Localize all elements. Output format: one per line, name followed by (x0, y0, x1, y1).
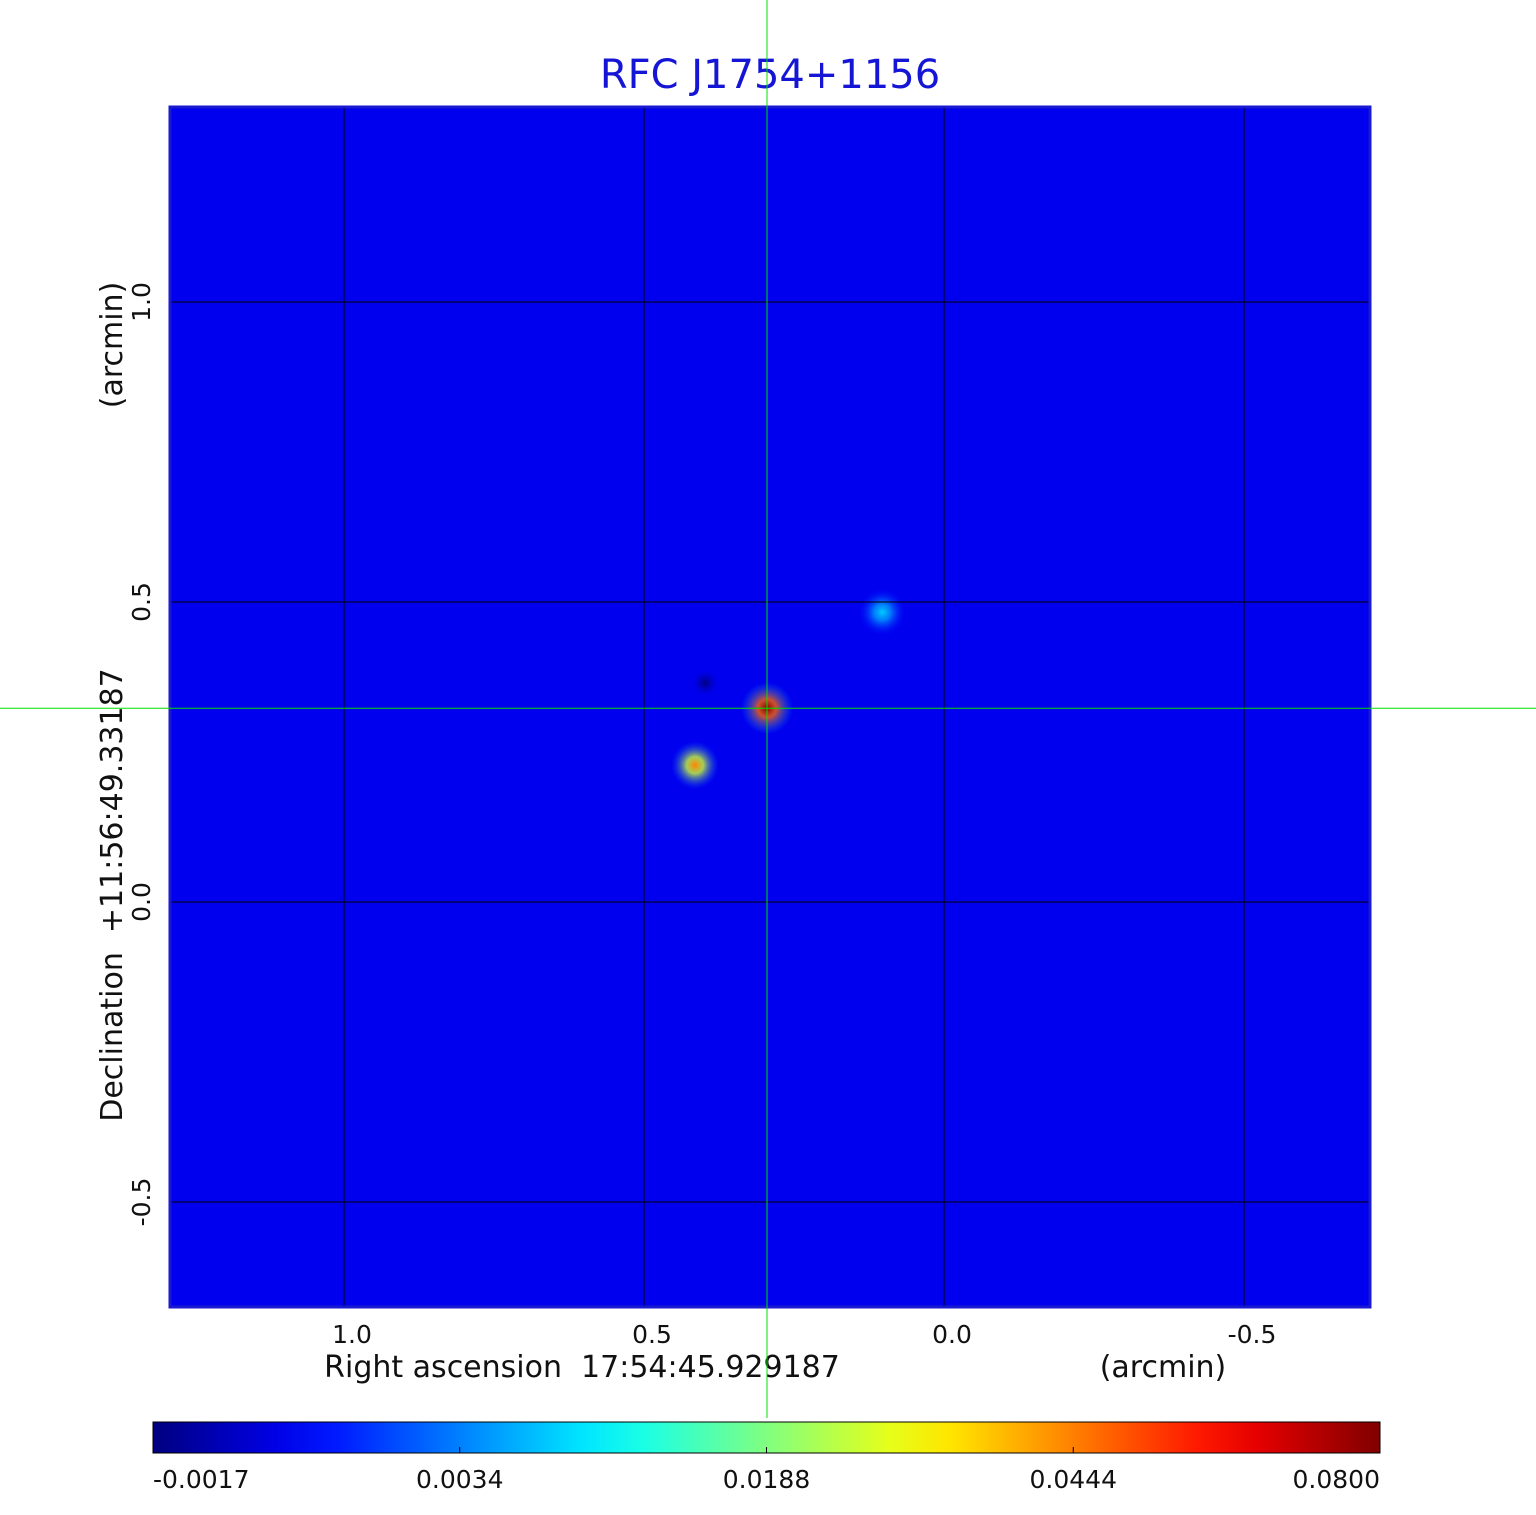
colorbar-tick-label: -0.0017 (153, 1465, 250, 1494)
y-tick-label: 0.0 (127, 882, 156, 922)
colorbar-tick-label: 0.0800 (1293, 1465, 1380, 1494)
plot-frame (168, 105, 1372, 1309)
colorbar-tick-label: 0.0034 (416, 1465, 503, 1494)
y-axis-label: Declination +11:56:49.33187 (95, 668, 130, 1122)
y-axis-unit: (arcmin) (95, 282, 130, 409)
x-tick-label: 1.0 (332, 1320, 372, 1349)
y-tick-label: 0.5 (127, 582, 156, 622)
colorbar-tick-label: 0.0444 (1030, 1465, 1117, 1494)
colorbar-tick-label: 0.0188 (723, 1465, 810, 1494)
y-tick-label: 1.0 (127, 282, 156, 322)
source (671, 741, 719, 790)
source (691, 669, 720, 697)
x-tick-label: 0.5 (632, 1320, 672, 1349)
y-tick-label: -0.5 (127, 1178, 156, 1227)
source (858, 588, 907, 637)
chart-title: RFC J1754+1156 (600, 52, 940, 98)
x-axis-label: Right ascension 17:54:45.929187 (324, 1350, 840, 1385)
x-axis-unit: (arcmin) (1100, 1350, 1227, 1385)
x-tick-label: -0.5 (1228, 1320, 1277, 1349)
x-tick-label: 0.0 (932, 1320, 972, 1349)
